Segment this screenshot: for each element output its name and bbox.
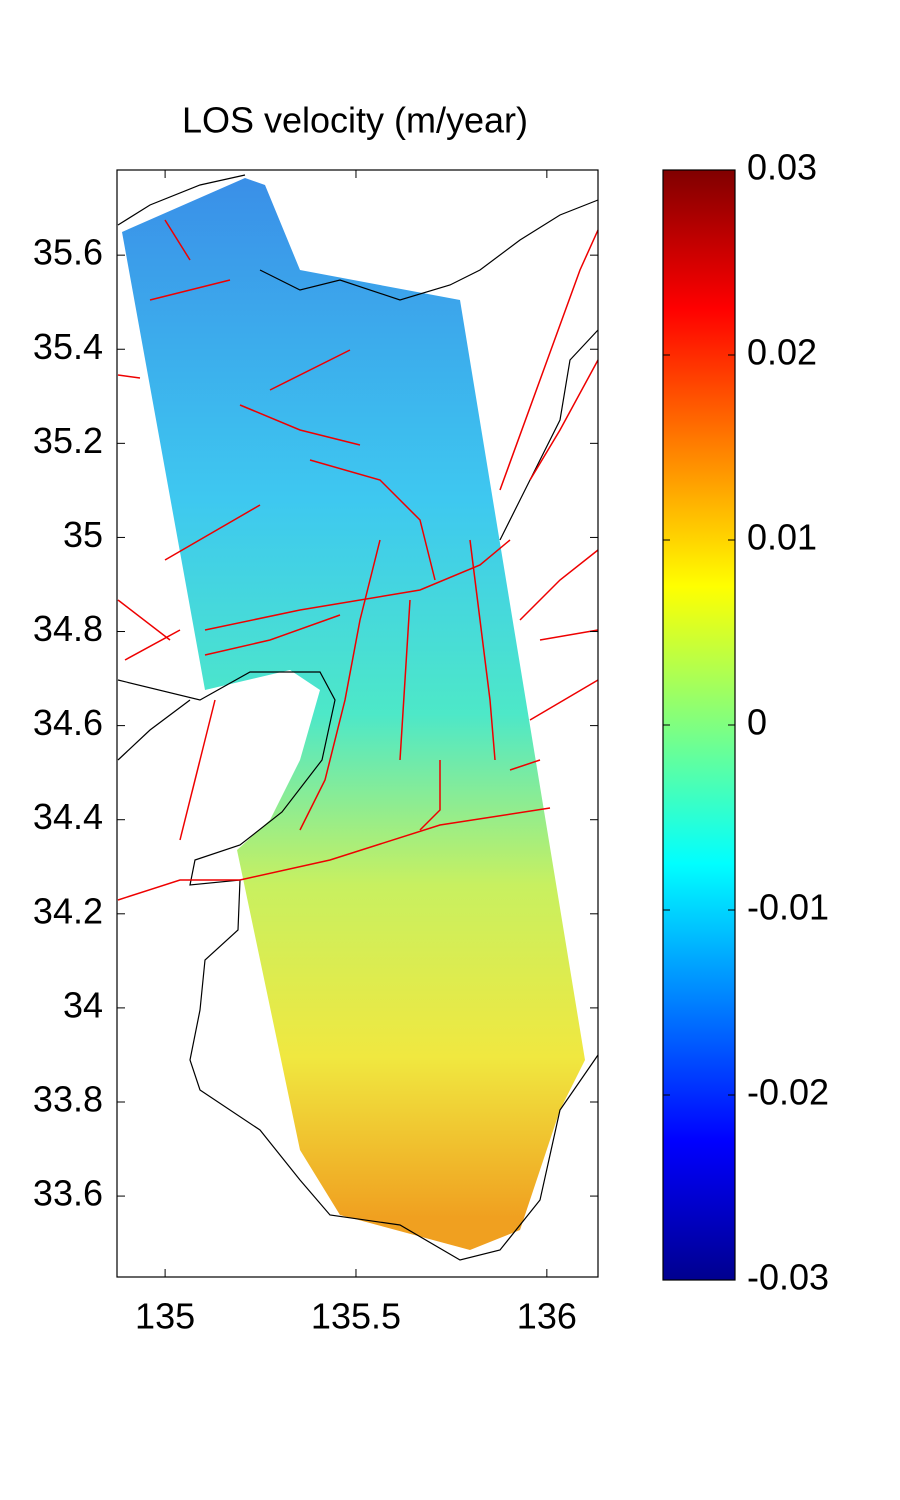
y-tick-label: 35 <box>63 514 103 555</box>
y-tick-label: 34.4 <box>33 796 103 837</box>
y-tick-label: 35.4 <box>33 326 103 367</box>
colorbar-tick-label: 0.03 <box>747 147 817 188</box>
colorbar-tick-label: 0 <box>747 702 767 743</box>
y-tick-label: 35.2 <box>33 420 103 461</box>
x-tick-label: 135 <box>135 1296 195 1337</box>
colorbar-tick-label: -0.03 <box>747 1257 829 1298</box>
coastline <box>117 174 599 1261</box>
colorbar-tick-label: 0.02 <box>747 332 817 373</box>
y-tick-label: 33.6 <box>33 1173 103 1214</box>
x-tick-label: 136 <box>517 1296 577 1337</box>
chart-title: LOS velocity (m/year) <box>182 100 528 141</box>
y-tick-label: 35.6 <box>33 232 103 273</box>
axes-box <box>116 169 599 1278</box>
y-tick-label: 34.8 <box>33 608 103 649</box>
x-tick-label: 135.5 <box>311 1296 401 1337</box>
y-tick-label: 34.2 <box>33 890 103 931</box>
y-tick-label: 34 <box>63 984 103 1025</box>
y-tick-label: 34.6 <box>33 702 103 743</box>
fault-lines <box>117 219 599 901</box>
velocity-swath <box>122 178 585 1250</box>
colorbar-tick-label: -0.02 <box>747 1072 829 1113</box>
colorbar <box>662 169 736 1281</box>
y-tick-label: 33.8 <box>33 1079 103 1120</box>
colorbar-tick-label: -0.01 <box>747 887 829 928</box>
colorbar-tick-label: 0.01 <box>747 517 817 558</box>
